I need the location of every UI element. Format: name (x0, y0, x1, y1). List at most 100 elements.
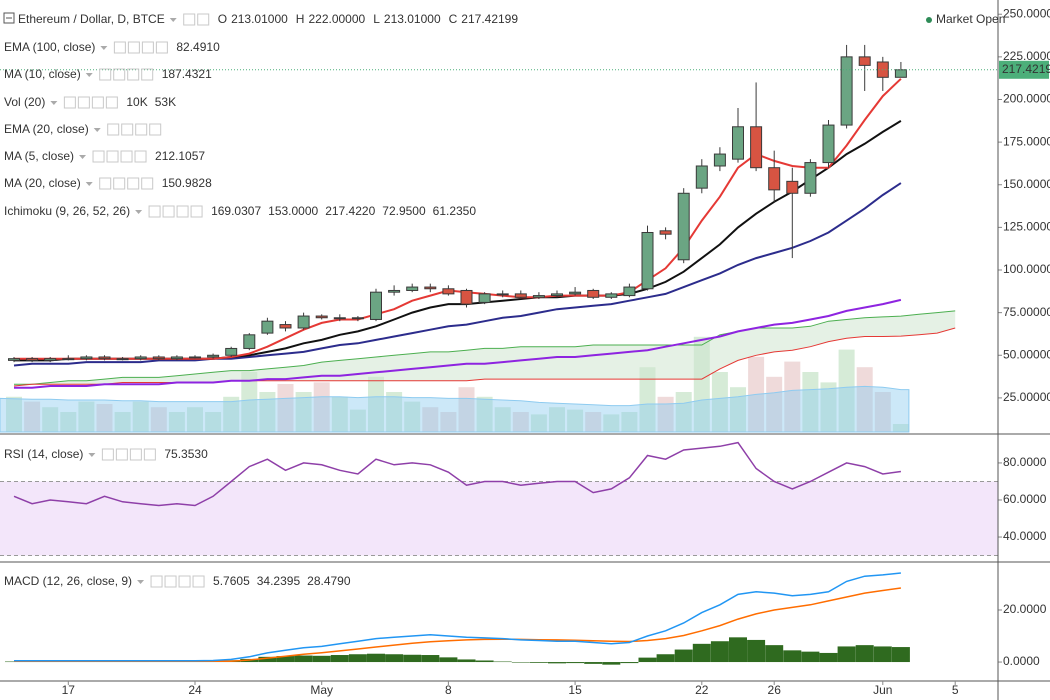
legend-icon[interactable] (113, 68, 126, 81)
legend-icon[interactable] (77, 96, 90, 109)
candle-body (170, 356, 183, 360)
candle-body (641, 231, 654, 290)
volume-bar (476, 396, 493, 432)
legend-icon[interactable] (155, 41, 168, 54)
legend-value: 53K (155, 95, 176, 109)
candle-body (659, 230, 672, 235)
macd-histogram-bar (765, 645, 784, 663)
legend-caret[interactable] (79, 155, 87, 159)
last-price-tag (999, 60, 1049, 79)
candle-body (442, 288, 455, 295)
candle-body (478, 293, 491, 303)
candle-body (768, 167, 781, 191)
macd-histogram-bar (819, 652, 838, 663)
legend-icon[interactable] (107, 123, 120, 136)
x-tick-label: May (310, 683, 333, 697)
volume-bar (259, 392, 276, 432)
candle-body (569, 291, 582, 295)
macd-histogram-bar (602, 662, 621, 665)
legend-icon[interactable] (106, 150, 119, 163)
volume-bar (6, 396, 22, 432)
ichimoku-span-a (14, 310, 956, 385)
ohlc-key: H (296, 12, 305, 26)
legend-caret[interactable] (137, 580, 145, 584)
legend-icon[interactable] (143, 448, 156, 461)
legend-icon[interactable] (121, 123, 134, 136)
legend-icon[interactable] (162, 205, 175, 218)
candle-body (840, 56, 853, 126)
candle-body (370, 291, 382, 320)
collapse-icon[interactable] (3, 12, 15, 24)
ohlc-key: C (449, 12, 458, 26)
macd-histogram-bar (294, 655, 313, 663)
legend-icon[interactable] (92, 150, 105, 163)
volume-bar (784, 361, 801, 432)
legend-icon[interactable] (129, 448, 142, 461)
candle-body (243, 334, 256, 349)
legend-icon[interactable] (113, 41, 126, 54)
y-tick-label: 225.00000 (1003, 49, 1050, 63)
legend-icon[interactable] (176, 205, 189, 218)
legend-caret[interactable] (88, 453, 96, 457)
legend-caret[interactable] (85, 182, 93, 186)
volume-bar (368, 376, 384, 432)
legend-icon[interactable] (99, 68, 112, 81)
legend-icon[interactable] (99, 177, 112, 190)
legend-icon[interactable] (149, 123, 162, 136)
legend-icon[interactable] (141, 177, 154, 190)
legend-caret[interactable] (169, 18, 177, 22)
volume-bar (187, 407, 203, 432)
x-tick-label: Jun (873, 683, 892, 697)
candle-body (98, 356, 111, 360)
candle-body (116, 358, 129, 361)
legend-value: 75.3530 (164, 447, 208, 461)
candle-body (261, 320, 274, 334)
legend-icon[interactable] (91, 96, 104, 109)
legend-icon[interactable] (148, 205, 161, 218)
legend-icon[interactable] (127, 68, 140, 81)
legend-icon[interactable] (150, 575, 163, 588)
market-status: Market Open (936, 12, 1005, 26)
legend-caret[interactable] (50, 101, 58, 105)
legend-icon[interactable] (127, 177, 140, 190)
legend-caret[interactable] (135, 210, 143, 214)
legend-icon[interactable] (183, 13, 196, 26)
legend-name: Vol (20) (4, 95, 45, 109)
volume-bar (711, 372, 728, 432)
legend-icon[interactable] (127, 41, 140, 54)
legend-value: 34.2395 (257, 574, 301, 588)
legend-caret[interactable] (85, 73, 93, 77)
legend-icon[interactable] (101, 448, 114, 461)
legend-icon[interactable] (115, 448, 128, 461)
legend-icon[interactable] (141, 68, 154, 81)
x-tick-label: 26 (768, 683, 782, 697)
volume-bar (603, 414, 620, 432)
volume-bar (621, 412, 638, 432)
volume-bar (838, 349, 855, 432)
legend-icon[interactable] (178, 575, 191, 588)
legend-icon[interactable] (113, 177, 126, 190)
legend-icon[interactable] (63, 96, 76, 109)
macd-histogram-bar (873, 646, 892, 663)
ohlc-key: L (373, 12, 380, 26)
legend-icon[interactable] (141, 41, 154, 54)
volume-bar (241, 372, 258, 432)
candle-body (297, 315, 310, 329)
ohlc-value: 213.01000 (231, 12, 288, 26)
legend-icon[interactable] (190, 205, 203, 218)
y-tick-label: 100.00000 (1003, 262, 1050, 276)
legend-icon[interactable] (105, 96, 118, 109)
legend-icon[interactable] (120, 150, 133, 163)
legend-icon[interactable] (164, 575, 177, 588)
macd-histogram-bar (421, 655, 440, 663)
legend-caret[interactable] (100, 46, 108, 50)
candle-body (713, 153, 726, 167)
legend-icon[interactable] (197, 13, 210, 26)
macd-histogram-bar (439, 657, 458, 663)
y-tick-label: 80.0000 (1003, 455, 1047, 469)
legend-icon[interactable] (135, 123, 148, 136)
legend-icon[interactable] (192, 575, 205, 588)
legend-icon[interactable] (134, 150, 147, 163)
legend-caret[interactable] (93, 128, 101, 132)
ohlc-key: O (218, 12, 227, 26)
